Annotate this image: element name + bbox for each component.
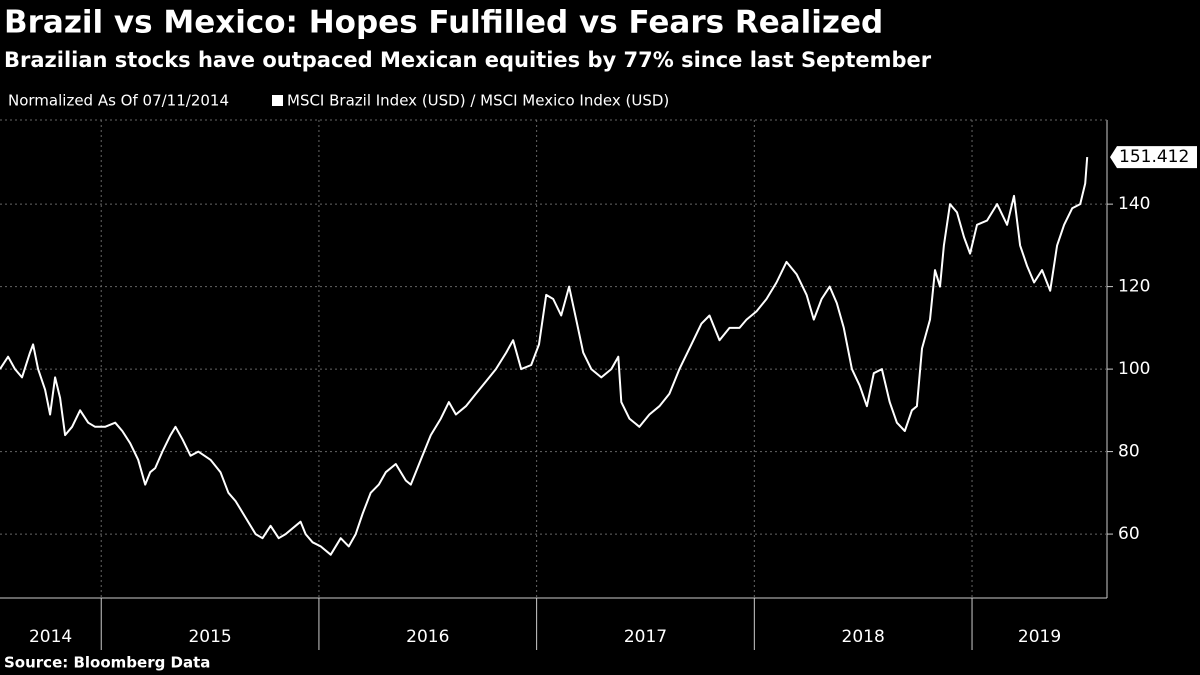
chart-subtitle: Brazilian stocks have outpaced Mexican e…: [4, 48, 932, 72]
y-tick-label: 120: [1118, 277, 1150, 297]
x-tick-label: 2016: [406, 627, 449, 647]
y-tick-label: 140: [1118, 194, 1150, 214]
source: Source: Bloomberg Data: [4, 654, 210, 672]
last-value-label: 151.412: [1119, 147, 1189, 167]
x-tick-label: 2018: [842, 627, 885, 647]
line: [0, 157, 1089, 556]
last-value-box: [1110, 146, 1197, 169]
y-tick-label: 60: [1118, 524, 1140, 544]
legend-swatch: [272, 95, 283, 106]
x-tick-label: 2014: [29, 627, 72, 647]
x-tick-label: 2019: [1018, 627, 1061, 647]
chart-title: Brazil vs Mexico: Hopes Fulfilled vs Fea…: [4, 5, 883, 41]
legend-label: MSCI Brazil Index (USD) / MSCI Mexico In…: [287, 92, 669, 110]
x-tick-label: 2017: [624, 627, 667, 647]
note: Normalized As Of 07/11/2014: [8, 92, 229, 110]
y-tick-label: 80: [1118, 442, 1140, 462]
x-tick-label: 2015: [188, 627, 231, 647]
y-tick-label: 100: [1118, 359, 1150, 379]
